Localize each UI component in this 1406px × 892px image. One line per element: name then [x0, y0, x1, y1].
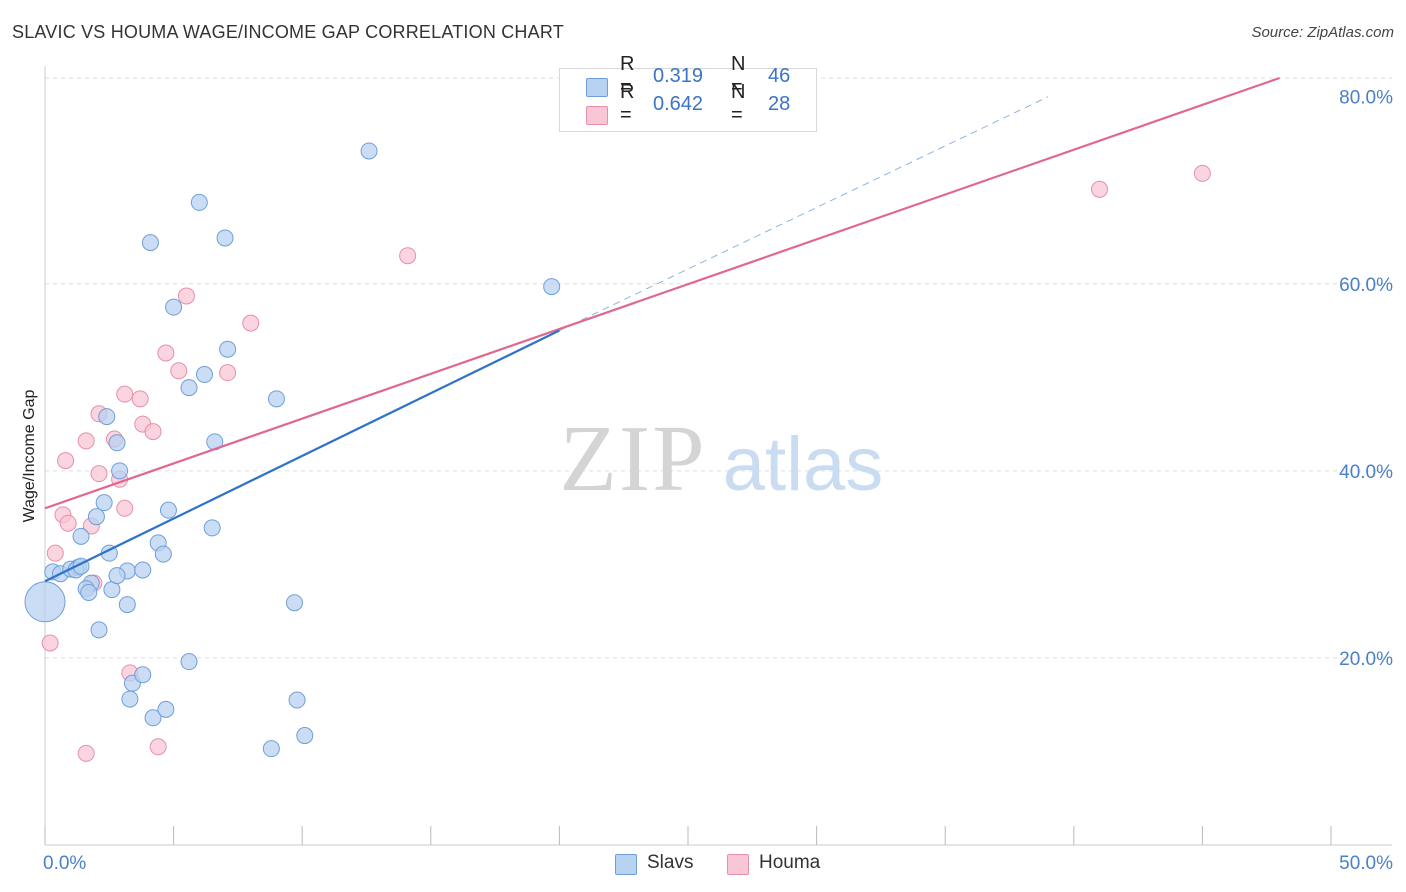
houma-trend-line [44, 76, 1280, 510]
slavs-point [180, 653, 198, 671]
slavs-point [72, 527, 90, 545]
houma-point [242, 314, 260, 332]
chart-title: SLAVIC VS HOUMA WAGE/INCOME GAP CORRELAT… [12, 22, 564, 42]
slavs-point [195, 366, 213, 384]
slavs-point [543, 278, 561, 296]
houma-point [149, 738, 167, 756]
y-tick-label: 80.0% [1339, 88, 1393, 109]
slavs-points [24, 142, 561, 758]
y-tick-label: 20.0% [1339, 649, 1393, 670]
watermark-zip: ZIP [560, 407, 707, 511]
slavs-point [219, 340, 237, 358]
houma-point [177, 287, 195, 305]
houma-r-value: 0.642 [653, 92, 704, 115]
axes [44, 66, 1392, 846]
houma-n-value: 28 [768, 92, 791, 115]
y-tick-label: 40.0% [1339, 462, 1393, 483]
slavs-point [144, 709, 162, 727]
gridlines [45, 77, 1392, 659]
slavs-point [134, 666, 152, 684]
houma-legend-label: Houma [759, 852, 821, 873]
slavs-point [87, 508, 105, 526]
y-tick-label: 60.0% [1339, 275, 1393, 296]
houma-point [116, 385, 134, 403]
slavs-point [203, 519, 221, 537]
slavs-point [190, 193, 208, 211]
houma-point [57, 452, 75, 470]
slavs-point [121, 690, 139, 708]
slavs-n-label: N = [731, 53, 746, 98]
slavs-trend-extension [559, 96, 1049, 331]
slavs-point [118, 596, 136, 614]
houma-swatch [586, 106, 608, 125]
slavs-point [108, 567, 126, 585]
slavs-r-label: R = [620, 53, 635, 98]
houma-point [77, 744, 95, 762]
houma-point [116, 499, 134, 517]
slavs-point [80, 583, 98, 601]
slavs-point [165, 298, 183, 316]
houma-point [170, 362, 188, 380]
houma-point [41, 634, 59, 652]
slavs-point [98, 408, 116, 426]
slavs-point [108, 434, 126, 452]
slavs-point [267, 390, 285, 408]
houma-n-label: N = [731, 81, 746, 126]
x-tick-label: 0.0% [43, 853, 86, 874]
slavs-point [111, 462, 129, 480]
houma-r-label: R = [620, 81, 635, 126]
slavs-point [296, 727, 314, 745]
slavs-point [95, 494, 113, 512]
houma-point [77, 432, 95, 450]
watermark-atlas: atlas [723, 422, 884, 507]
slavs-legend-label: Slavs [647, 852, 694, 873]
slavs-legend-swatch [615, 854, 637, 875]
houma-point [131, 390, 149, 408]
slavs-point [159, 501, 177, 519]
watermark: ZIP atlas [560, 407, 884, 511]
houma-point [46, 544, 64, 562]
houma-point [144, 423, 162, 441]
slavs-n-value: 46 [768, 64, 791, 87]
slavs-point [262, 740, 280, 758]
houma-point [1091, 180, 1109, 198]
slavs-point [90, 621, 108, 639]
x-tick-label: 50.0% [1339, 853, 1393, 874]
trend-lines [44, 76, 1280, 583]
houma-point [90, 465, 108, 483]
slavs-point [288, 691, 306, 709]
slavs-trend-line [44, 329, 560, 583]
houma-point [399, 247, 417, 265]
houma-point [1193, 164, 1211, 182]
slavs-point [180, 379, 198, 397]
houma-point [219, 364, 237, 382]
slavs-r-value: 0.319 [653, 64, 704, 87]
slavs-swatch [586, 78, 608, 97]
slavs-point [360, 142, 378, 160]
houma-point [59, 514, 77, 532]
slavs-point [154, 545, 172, 563]
slavs-point [157, 700, 175, 718]
houma-legend-swatch [727, 854, 749, 875]
slavs-point [134, 561, 152, 579]
houma-point [157, 344, 175, 362]
slavs-point [24, 581, 66, 623]
tick-labels: 20.0% 40.0% 60.0% 80.0% 0.0% 50.0% [43, 88, 1393, 874]
slavs-point [216, 229, 234, 247]
slavs-point [141, 234, 159, 252]
correlation-legend: R = 0.319 N = 46 R = 0.642 N = 28 [559, 53, 817, 132]
y-axis-label: Wage/Income Gap [21, 390, 38, 523]
slavs-point [285, 594, 303, 612]
source-credit: Source: ZipAtlas.com [1251, 24, 1394, 41]
